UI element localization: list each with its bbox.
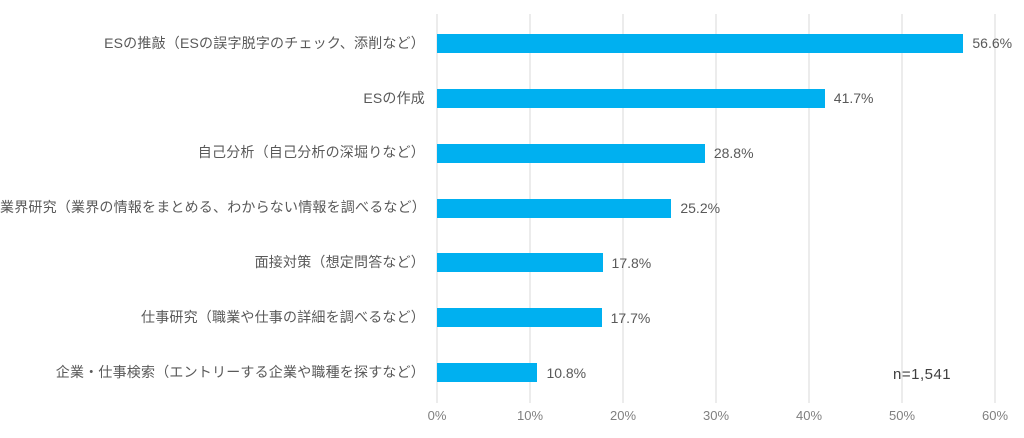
gridline	[808, 14, 810, 403]
x-axis-tick-label: 30%	[702, 408, 730, 423]
bar-row: 面接対策（想定問答など） 17.8%	[0, 235, 1024, 290]
bar-track: 10.8%	[437, 345, 1024, 400]
value-label: 17.7%	[610, 309, 651, 326]
bar-track: 56.6%	[437, 16, 1024, 71]
category-label: 面接対策（想定問答など）	[254, 254, 425, 271]
category-label: 業界研究（業界の情報をまとめる、わからない情報を調べるなど）	[0, 199, 426, 216]
bar-track: 25.2%	[437, 181, 1024, 236]
bar-row: ESの作成 41.7%	[0, 71, 1024, 126]
value-label: 28.8%	[713, 145, 754, 162]
value-label: 25.2%	[680, 200, 721, 216]
bar-rows: ESの推敲（ESの誤字脱字のチェック、添削など） 56.6% ESの作成 41.7% 自…	[0, 16, 1024, 400]
bar	[437, 363, 538, 383]
bar	[437, 33, 964, 53]
gridline	[715, 14, 717, 403]
x-axis-tick-label: 50%	[888, 408, 916, 423]
bar	[437, 143, 705, 163]
gridline	[994, 14, 996, 403]
gridline	[901, 14, 903, 403]
bar-row: 仕事研究（職業や仕事の詳細を調べるなど） 17.7%	[0, 290, 1024, 345]
x-axis-tick-label: 20%	[609, 408, 637, 423]
bar	[437, 308, 602, 328]
bar	[437, 253, 603, 273]
sample-size-note: n=1,541	[893, 366, 952, 383]
x-axis-tick-label: 0%	[427, 408, 447, 423]
value-label: 17.8%	[611, 254, 652, 271]
bar	[437, 198, 672, 218]
x-axis-tick-label: 60%	[981, 408, 1009, 423]
category-label: ESの作成	[363, 89, 425, 106]
category-label: 企業・仕事検索（エントリーする企業や職種を探すなど）	[55, 363, 425, 380]
category-label: 仕事研究（職業や仕事の詳細を調べるなど）	[141, 308, 425, 325]
value-label: 56.6%	[972, 35, 1013, 52]
bar-track: 28.8%	[437, 126, 1024, 181]
bar-track: 17.7%	[437, 290, 1024, 345]
bar	[437, 88, 825, 108]
value-label: 41.7%	[833, 90, 874, 107]
category-label: ESの推敲（ESの誤字脱字のチェック、添削など）	[104, 34, 425, 51]
bar-row: 企業・仕事検索（エントリーする企業や職種を探すなど） 10.8%	[0, 345, 1024, 400]
bar-track: 41.7%	[437, 71, 1024, 126]
x-axis-tick-label: 10%	[516, 408, 544, 423]
bar-row: ESの推敲（ESの誤字脱字のチェック、添削など） 56.6%	[0, 16, 1024, 71]
x-axis: 0% 10% 20% 30% 40% 50% 60%	[428, 408, 1008, 428]
x-axis-tick-label: 40%	[795, 408, 823, 423]
value-label: 10.8%	[546, 364, 587, 381]
bar-row: 業界研究（業界の情報をまとめる、わからない情報を調べるなど） 25.2%	[0, 181, 1024, 236]
bar-row: 自己分析（自己分析の深堀りなど） 28.8%	[0, 126, 1024, 181]
bar-track: 17.8%	[437, 235, 1024, 290]
category-label: 自己分析（自己分析の深堀りなど）	[197, 144, 425, 161]
